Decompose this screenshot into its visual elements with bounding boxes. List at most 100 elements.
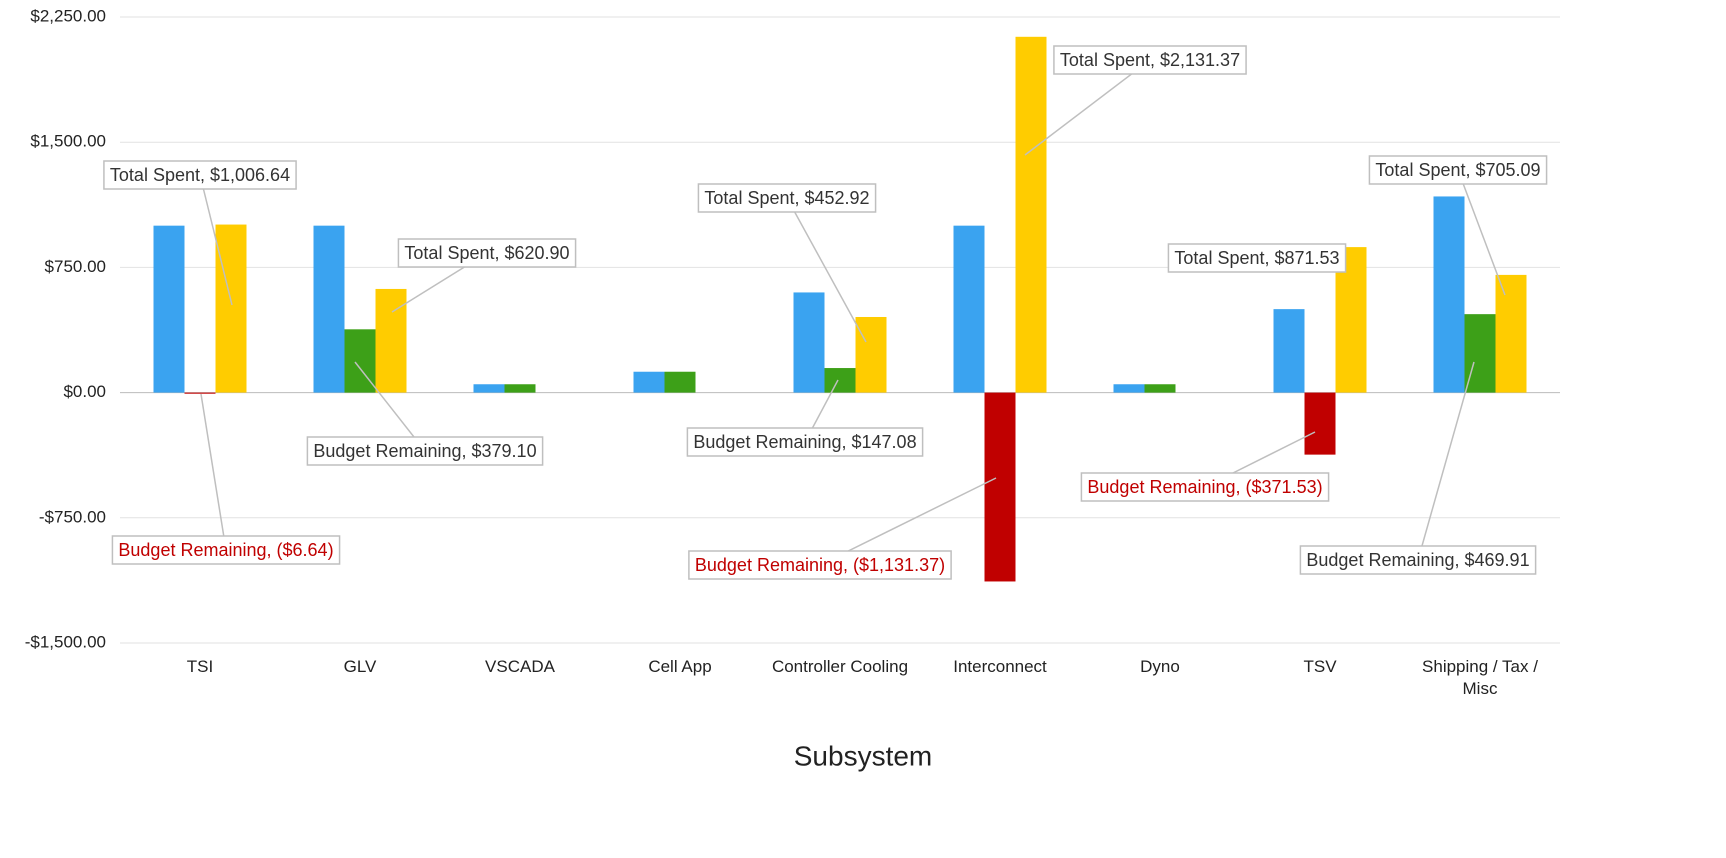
x-tick-label: Cell App [648, 657, 712, 676]
label-text: Budget Remaining, ($6.64) [118, 540, 333, 560]
series-name: Budget Remaining [695, 555, 843, 575]
bar [313, 225, 345, 393]
leader-line [199, 174, 233, 306]
bar [1113, 384, 1145, 393]
bar [984, 392, 1016, 582]
bar [855, 316, 887, 393]
label-box [111, 535, 341, 565]
y-tick-label: -$750.00 [39, 507, 106, 526]
y-tick-label: $2,250.00 [30, 6, 106, 25]
bar [473, 384, 505, 393]
label-text: Budget Remaining, $379.10 [313, 441, 536, 461]
x-tick-label: VSCADA [485, 657, 555, 676]
data-label: Total Spent, $705.09 [1368, 155, 1548, 296]
label-text: Budget Remaining, ($371.53) [1087, 477, 1322, 497]
data-label: Budget Remaining, ($6.64) [111, 393, 341, 565]
series-name: Budget Remaining [1306, 550, 1454, 570]
series-name: Total Spent [704, 188, 794, 208]
bar [504, 384, 536, 393]
series-name: Total Spent [110, 165, 200, 185]
label-box [697, 183, 877, 213]
value-label: $705.09 [1476, 160, 1541, 180]
value-label: $379.10 [472, 441, 537, 461]
leader-line [1417, 361, 1475, 561]
bar [1495, 274, 1527, 393]
y-tick-label: $1,500.00 [30, 132, 106, 151]
value-label: $452.92 [805, 188, 870, 208]
x-axis-title: Subsystem [794, 740, 933, 771]
label-box [686, 427, 924, 457]
x-tick-label: TSV [1303, 657, 1337, 676]
label-text: Budget Remaining, ($1,131.37) [695, 555, 945, 575]
bar [215, 224, 247, 393]
label-text: Total Spent, $452.92 [704, 188, 869, 208]
x-tick-label: Shipping / Tax / Misc [1422, 657, 1538, 698]
y-tick-label: $750.00 [45, 257, 106, 276]
y-tick-label: $0.00 [63, 382, 106, 401]
bar [1273, 309, 1305, 393]
x-tick-label: Controller Cooling [771, 657, 909, 676]
label-text: Total Spent, $2,131.37 [1060, 50, 1240, 70]
bar [184, 392, 216, 394]
series-name: Total Spent [1174, 248, 1264, 268]
value-label: ($371.53) [1246, 477, 1323, 497]
x-tick-label: GLV [343, 657, 377, 676]
data-label: Total Spent, $452.92 [697, 183, 877, 343]
label-box [1080, 472, 1330, 502]
series-name: Budget Remaining [313, 441, 461, 461]
value-label: $620.90 [505, 243, 570, 263]
series-name: Total Spent [404, 243, 494, 263]
label-text: Total Spent, $871.53 [1174, 248, 1339, 268]
bar [1144, 384, 1176, 393]
y-tick-label: -$1,500.00 [25, 632, 106, 651]
label-box [688, 550, 952, 580]
data-label: Total Spent, $1,006.64 [103, 160, 297, 306]
data-label: Budget Remaining, ($1,131.37) [688, 477, 997, 580]
label-box [103, 160, 297, 190]
series-name: Budget Remaining [693, 432, 841, 452]
label-text: Budget Remaining, $469.91 [1306, 550, 1529, 570]
series-name: Total Spent [1375, 160, 1465, 180]
label-box [1299, 545, 1537, 575]
value-label: $1,006.64 [210, 165, 290, 185]
label-text: Budget Remaining, $147.08 [693, 432, 916, 452]
data-label: Budget Remaining, $147.08 [686, 379, 924, 457]
bar [1304, 392, 1336, 455]
data-label: Budget Remaining, $469.91 [1299, 361, 1537, 575]
data-label: Total Spent, $2,131.37 [1024, 45, 1247, 156]
series-name: Budget Remaining [118, 540, 266, 560]
data-label: Total Spent, $871.53 [1167, 243, 1347, 273]
label-text: Total Spent, $1,006.64 [110, 165, 290, 185]
label-text: Total Spent, $705.09 [1375, 160, 1540, 180]
label-text: Total Spent, $620.90 [404, 243, 569, 263]
value-label: $469.91 [1465, 550, 1530, 570]
value-label: $2,131.37 [1160, 50, 1240, 70]
bar [375, 288, 407, 393]
value-label: $871.53 [1275, 248, 1340, 268]
value-label: ($6.64) [277, 540, 334, 560]
bar [664, 371, 696, 393]
bar [1433, 196, 1465, 393]
value-label: ($1,131.37) [853, 555, 945, 575]
label-box [1167, 243, 1347, 273]
data-label: Budget Remaining, $379.10 [306, 361, 544, 466]
x-tick-label: TSI [186, 657, 214, 676]
series-name: Total Spent [1060, 50, 1150, 70]
label-box [1053, 45, 1247, 75]
bar [824, 368, 856, 393]
bar [633, 371, 665, 393]
label-box [397, 238, 577, 268]
leader-line [200, 393, 227, 551]
label-box [306, 436, 544, 466]
bar [953, 225, 985, 393]
bar [153, 225, 185, 393]
leader-line [1024, 59, 1151, 156]
x-tick-label: Dyno [1140, 657, 1180, 676]
value-label: $147.08 [852, 432, 917, 452]
label-box [1368, 155, 1548, 185]
bar [1015, 36, 1047, 393]
data-label: Budget Remaining, ($371.53) [1080, 431, 1330, 502]
leader-line [1457, 169, 1506, 296]
